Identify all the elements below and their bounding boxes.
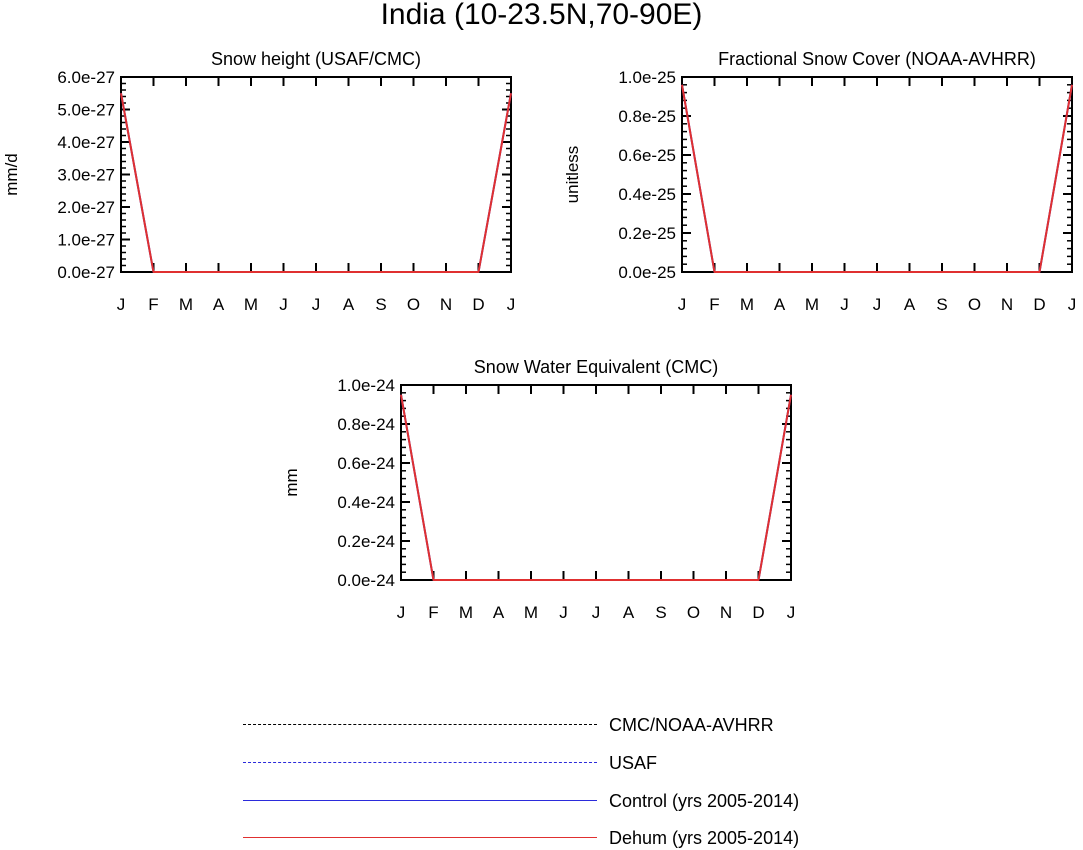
x-tick-label: D [1033, 295, 1045, 314]
y-tick-label: 2.0e-27 [57, 198, 115, 217]
panel-title: Snow Water Equivalent (CMC) [474, 357, 718, 377]
x-tick-label: M [805, 295, 819, 314]
plot-frame [120, 76, 512, 273]
x-tick-label: F [148, 295, 158, 314]
x-tick-label: F [428, 603, 438, 622]
x-tick-label: J [117, 295, 126, 314]
series-line-dehum [400, 394, 792, 581]
legend-label: USAF [609, 753, 658, 773]
series-line-control [400, 394, 792, 581]
y-axis-label: mm/d [2, 153, 21, 196]
y-tick-label: 0.4e-25 [618, 185, 676, 204]
y-tick-label: 0.2e-24 [337, 532, 395, 551]
x-tick-label: S [375, 295, 386, 314]
legend-label: Dehum (yrs 2005-2014) [609, 828, 800, 848]
legend-label: CMC/NOAA-AVHRR [609, 715, 774, 735]
y-tick-label: 0.8e-24 [337, 415, 395, 434]
y-tick-label: 4.0e-27 [57, 133, 115, 152]
x-tick-label: N [1001, 295, 1013, 314]
x-tick-label: M [459, 603, 473, 622]
x-tick-label: O [407, 295, 420, 314]
x-tick-label: O [687, 603, 700, 622]
x-tick-label: A [904, 295, 916, 314]
x-tick-label: S [936, 295, 947, 314]
x-tick-label: J [559, 603, 568, 622]
legend-swatch [243, 724, 597, 725]
y-tick-label: 0.6e-24 [337, 454, 395, 473]
x-tick-label: J [312, 295, 321, 314]
y-tick-label: 1.0e-24 [337, 376, 395, 395]
y-tick-label: 0.0e-25 [618, 263, 676, 282]
y-tick-label: 0.0e-27 [57, 263, 115, 282]
x-tick-label: A [623, 603, 635, 622]
x-tick-label: M [524, 603, 538, 622]
series-line-dehum [681, 84, 1073, 273]
legend-label: Control (yrs 2005-2014) [609, 791, 800, 811]
panel-title: Snow height (USAF/CMC) [211, 49, 421, 69]
legend-swatch [243, 762, 597, 763]
x-tick-label: J [592, 603, 601, 622]
y-tick-label: 1.0e-27 [57, 231, 115, 250]
y-tick-label: 3.0e-27 [57, 166, 115, 185]
x-tick-label: M [740, 295, 754, 314]
y-tick-label: 6.0e-27 [57, 68, 115, 87]
y-tick-label: 0.6e-25 [618, 146, 676, 165]
x-tick-label: N [720, 603, 732, 622]
x-tick-label: J [678, 295, 687, 314]
x-tick-label: O [968, 295, 981, 314]
y-tick-label: 0.8e-25 [618, 107, 676, 126]
x-tick-label: J [873, 295, 882, 314]
x-tick-label: D [752, 603, 764, 622]
x-tick-label: M [244, 295, 258, 314]
x-tick-label: J [1068, 295, 1077, 314]
series-line-control [681, 84, 1073, 273]
x-tick-label: A [493, 603, 505, 622]
y-axis-label: mm [282, 468, 301, 496]
series-line-control [120, 93, 512, 273]
y-tick-label: 0.0e-24 [337, 571, 395, 590]
x-tick-label: N [440, 295, 452, 314]
x-tick-label: J [507, 295, 516, 314]
x-tick-label: M [179, 295, 193, 314]
x-tick-label: S [655, 603, 666, 622]
x-tick-label: J [840, 295, 849, 314]
legend-swatch [243, 800, 597, 801]
plot-frame [681, 76, 1073, 273]
y-axis-label: unitless [563, 146, 582, 204]
figure-title: India (10-23.5N,70-90E) [380, 0, 703, 31]
y-tick-label: 0.4e-24 [337, 493, 395, 512]
x-tick-label: A [343, 295, 355, 314]
plot-frame [400, 384, 792, 581]
y-tick-label: 1.0e-25 [618, 68, 676, 87]
x-tick-label: A [774, 295, 786, 314]
series-line-dehum [120, 93, 512, 273]
legend-swatch [243, 837, 597, 838]
x-tick-label: A [213, 295, 225, 314]
x-tick-label: J [279, 295, 288, 314]
x-tick-label: F [709, 295, 719, 314]
x-tick-label: J [397, 603, 406, 622]
panel-title: Fractional Snow Cover (NOAA-AVHRR) [718, 49, 1036, 69]
x-tick-label: D [472, 295, 484, 314]
y-tick-label: 5.0e-27 [57, 101, 115, 120]
x-tick-label: J [787, 603, 796, 622]
y-tick-label: 0.2e-25 [618, 224, 676, 243]
